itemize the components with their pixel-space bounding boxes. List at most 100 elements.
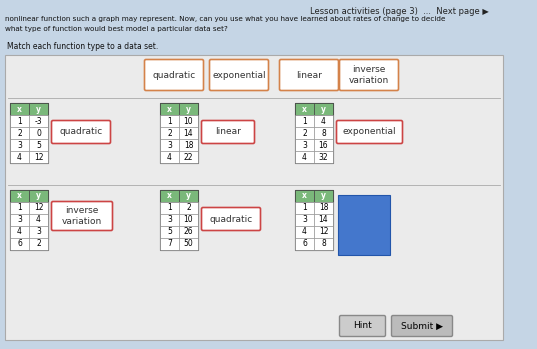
Text: 3: 3 [17,141,22,149]
Text: y: y [186,192,191,200]
Text: 1: 1 [302,203,307,213]
Text: 1: 1 [17,117,22,126]
Text: x: x [302,192,307,200]
Text: 3: 3 [17,215,22,224]
Text: 3: 3 [167,141,172,149]
Bar [29,151,48,163]
Text: linear: linear [215,127,241,136]
Text: quadratic: quadratic [153,70,195,80]
Bar [10,127,29,139]
Text: quadratic: quadratic [209,215,252,223]
Bar [179,139,198,151]
Text: linear: linear [296,70,322,80]
FancyBboxPatch shape [391,315,453,336]
FancyBboxPatch shape [52,201,112,230]
Text: 1: 1 [167,117,172,126]
Text: 22: 22 [184,153,193,162]
Bar [179,103,198,115]
Bar [160,127,179,139]
Bar [314,127,333,139]
Bar [10,238,29,250]
Bar [10,214,29,226]
Bar [179,151,198,163]
Text: 18: 18 [184,141,193,149]
Bar [179,127,198,139]
Bar [295,151,314,163]
Text: what type of function would best model a particular data set?: what type of function would best model a… [5,26,228,32]
Bar [295,103,333,163]
Text: 12: 12 [34,203,43,213]
Text: 32: 32 [318,153,328,162]
Bar [10,190,29,202]
Bar [338,195,390,255]
Text: Hint: Hint [353,321,372,331]
Text: 1: 1 [17,203,22,213]
Text: nonlinear function such a graph may represent. Now, can you use what you have le: nonlinear function such a graph may repr… [5,16,446,22]
Text: y: y [36,104,41,113]
Bar [295,190,314,202]
Text: 12: 12 [319,228,328,237]
Text: y: y [186,104,191,113]
Text: 4: 4 [167,153,172,162]
Bar [10,226,29,238]
Bar [29,226,48,238]
Text: 4: 4 [36,215,41,224]
Bar [160,214,179,226]
Bar [295,214,314,226]
Text: 10: 10 [184,215,193,224]
Bar [160,202,179,214]
Bar [10,115,29,127]
Text: x: x [17,104,22,113]
Text: 4: 4 [302,228,307,237]
Bar [295,103,314,115]
Text: 4: 4 [17,153,22,162]
FancyBboxPatch shape [201,208,260,230]
Bar [314,139,333,151]
Bar [295,226,314,238]
Bar [10,139,29,151]
Bar [295,202,314,214]
Text: 8: 8 [321,239,326,248]
Bar [295,115,314,127]
Text: 8: 8 [321,128,326,138]
Text: exponential: exponential [212,70,266,80]
Bar [29,127,48,139]
Text: 2: 2 [36,239,41,248]
Text: 2: 2 [302,128,307,138]
Text: 2: 2 [167,128,172,138]
Bar [160,103,179,115]
Text: quadratic: quadratic [60,127,103,136]
Bar [160,115,179,127]
FancyBboxPatch shape [337,120,403,143]
Bar [5,55,503,340]
Text: 3: 3 [36,228,41,237]
Bar [179,226,198,238]
Text: y: y [321,192,326,200]
Bar [295,139,314,151]
Text: 5: 5 [36,141,41,149]
Text: 0: 0 [36,128,41,138]
Bar [295,190,333,250]
Text: x: x [167,104,172,113]
Bar [29,214,48,226]
Text: Submit ▶: Submit ▶ [401,321,443,331]
Bar [179,238,198,250]
Bar [314,226,333,238]
Bar [10,151,29,163]
Text: x: x [167,192,172,200]
Bar [314,115,333,127]
Bar [179,202,198,214]
Bar [314,202,333,214]
Text: 14: 14 [318,215,328,224]
FancyBboxPatch shape [209,59,268,90]
Bar [314,103,333,115]
Bar [295,127,314,139]
FancyBboxPatch shape [339,315,386,336]
Text: 7: 7 [167,239,172,248]
Bar [29,115,48,127]
Bar [160,226,179,238]
FancyBboxPatch shape [52,120,111,143]
Bar [160,139,179,151]
Text: 6: 6 [302,239,307,248]
Text: 16: 16 [318,141,328,149]
